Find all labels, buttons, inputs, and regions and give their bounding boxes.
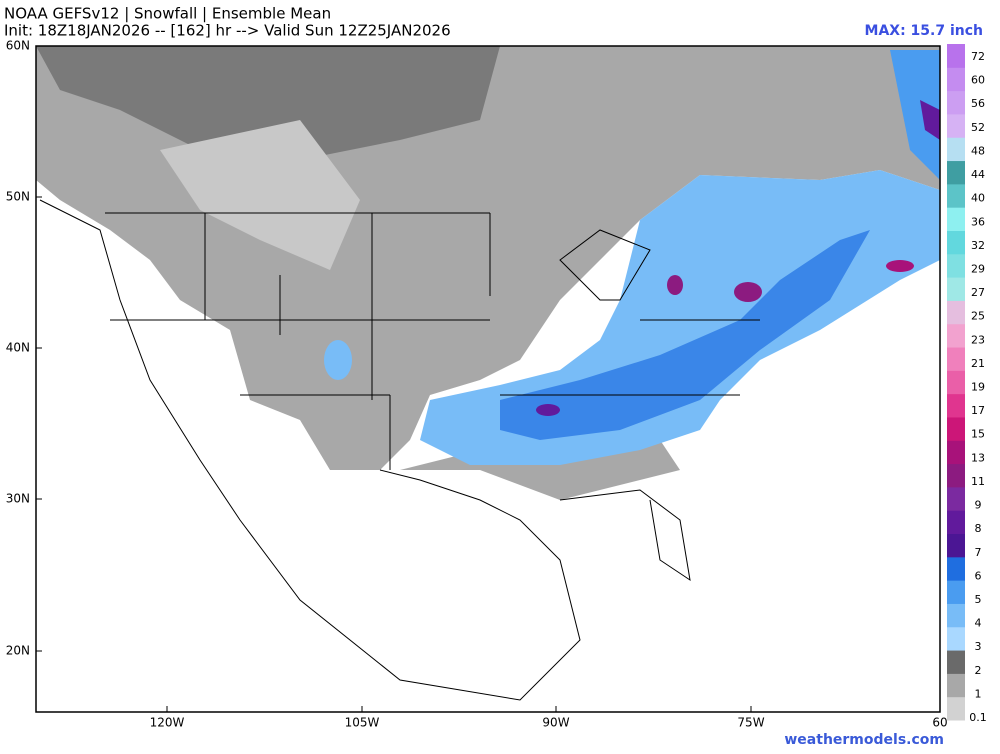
lat-label: 30N	[6, 492, 30, 506]
lat-label: 60N	[6, 39, 30, 53]
colorbar-label: 21	[971, 357, 985, 370]
snow-quebec	[890, 50, 940, 180]
colorbar-swatch	[947, 673, 965, 698]
colorbar-swatch	[947, 440, 965, 465]
colorbar-label: 4	[975, 617, 982, 630]
colorbar-label: 27	[971, 286, 985, 299]
colorbar-label: 3	[975, 640, 982, 653]
colorbar-swatch	[947, 510, 965, 535]
colorbar-swatch	[947, 90, 965, 115]
colorbar-label: 56	[971, 97, 985, 110]
colorbar-label: 44	[971, 168, 985, 181]
lat-label: 40N	[6, 341, 30, 355]
colorbar-label: 72	[971, 50, 985, 63]
snow-purple-5	[886, 260, 914, 272]
lon-label: 75W	[737, 716, 764, 730]
colorbar-swatch	[947, 253, 965, 278]
colorbar-swatch	[947, 277, 965, 301]
colorbar-label: 8	[975, 522, 982, 535]
lat-label: 20N	[6, 644, 30, 658]
colorbar-swatch	[947, 183, 965, 208]
colorbar-swatch	[947, 696, 965, 721]
colorbar-label: 25	[971, 310, 985, 323]
colorbar-label: 11	[971, 475, 985, 488]
snow-deep-blue	[500, 230, 870, 440]
colorbar-swatch	[947, 323, 965, 348]
colorbar-swatch	[947, 44, 965, 68]
lat-label: 50N	[6, 190, 30, 204]
colorbar-label: 52	[971, 121, 985, 134]
snow-pale-gray	[160, 120, 360, 270]
colorbar-swatch	[947, 416, 965, 441]
colorbar-label: 32	[971, 239, 985, 252]
colorbar-swatch	[947, 67, 965, 92]
watermark: weathermodels.com	[784, 732, 944, 748]
boundaries	[39, 199, 760, 701]
colorbar-swatch	[947, 347, 965, 371]
colorbar: 0.11234567891113151719212325272932364044…	[947, 44, 987, 724]
colorbar-swatch	[947, 113, 965, 138]
colorbar-swatch	[947, 300, 965, 325]
colorbar-label: 40	[971, 192, 985, 205]
snow-dark-gray	[36, 46, 500, 160]
colorbar-swatch	[947, 650, 965, 674]
colorbar-label: 15	[971, 428, 985, 441]
colorbar-label: 23	[971, 333, 985, 346]
lon-label: 60	[932, 716, 947, 730]
colorbar-label: 17	[971, 404, 985, 417]
colorbar-swatch	[947, 230, 965, 255]
colorbar-swatch	[947, 556, 965, 581]
colorbar-swatch	[947, 533, 965, 558]
colorbar-label: 1	[975, 687, 982, 700]
colorbar-swatch	[947, 486, 965, 511]
colorbar-label: 29	[971, 262, 985, 275]
lon-label: 105W	[345, 716, 380, 730]
title: NOAA GEFSv12 | Snowfall | Ensemble Mean	[4, 5, 331, 23]
colorbar-label: 7	[975, 546, 982, 559]
colorbar-label: 36	[971, 215, 985, 228]
colorbar-swatch	[947, 580, 965, 604]
colorbar-label: 48	[971, 144, 985, 157]
colorbar-swatch	[947, 463, 965, 488]
colorbar-label: 5	[975, 593, 982, 606]
max-label: MAX: 15.7 inch	[865, 23, 983, 39]
colorbar-swatch	[947, 393, 965, 418]
snow-colorado	[324, 340, 352, 380]
colorbar-label: 6	[975, 569, 982, 582]
colorbar-swatch	[947, 160, 965, 185]
colorbar-label: 0.1	[969, 711, 987, 724]
colorbar-label: 2	[975, 664, 982, 677]
lon-label: 90W	[542, 716, 569, 730]
map-frame	[35, 45, 941, 713]
colorbar-swatch	[947, 137, 965, 162]
snow-purple-3	[536, 404, 560, 416]
snow-purple-1	[920, 100, 940, 140]
colorbar-label: 13	[971, 451, 985, 464]
lon-label: 120W	[150, 716, 185, 730]
subtitle: Init: 18Z18JAN2026 -- [162] hr --> Valid…	[4, 22, 451, 40]
colorbar-label: 60	[971, 74, 985, 87]
colorbar-label: 9	[975, 499, 982, 512]
colorbar-label: 19	[971, 381, 985, 394]
colorbar-swatch	[947, 626, 965, 651]
colorbar-swatch	[947, 603, 965, 628]
snow-purple-4	[667, 275, 683, 295]
snow-purple-2	[734, 282, 762, 302]
map	[35, 45, 941, 713]
colorbar-swatch	[947, 207, 965, 231]
colorbar-swatch	[947, 370, 965, 395]
